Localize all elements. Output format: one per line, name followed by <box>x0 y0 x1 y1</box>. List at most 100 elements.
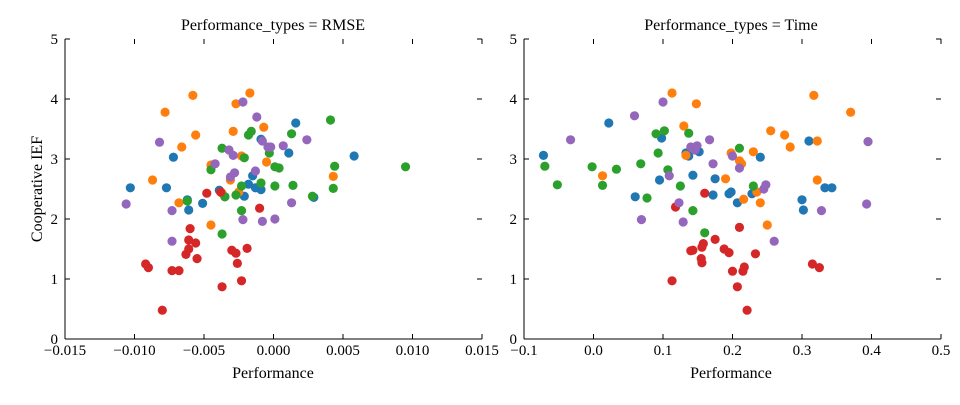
data-point <box>720 174 731 184</box>
x-tick-label: 0.2 <box>723 343 742 359</box>
subplot-title-time: Performance_types = Time <box>644 17 817 34</box>
data-point <box>809 90 819 100</box>
data-point <box>168 152 179 162</box>
x-tick-label: 0.015 <box>465 343 499 359</box>
data-point <box>739 194 749 204</box>
data-point <box>328 171 338 181</box>
data-point <box>242 243 252 253</box>
data-point <box>820 183 830 193</box>
data-point <box>597 171 608 181</box>
x-tick-label: −0.1 <box>510 343 537 359</box>
data-point <box>188 90 198 100</box>
data-point <box>710 174 720 184</box>
data-point <box>734 143 745 153</box>
data-point <box>804 136 814 146</box>
data-point <box>217 229 227 239</box>
data-point <box>667 88 677 98</box>
data-point <box>812 136 822 146</box>
data-point <box>675 181 685 191</box>
data-point <box>198 198 208 208</box>
data-point <box>780 130 790 140</box>
data-point <box>184 205 194 215</box>
data-point <box>284 148 294 158</box>
data-point <box>325 115 336 125</box>
data-point <box>232 258 242 268</box>
data-point <box>302 135 312 145</box>
x-tick-label: 0.4 <box>862 343 881 359</box>
x-tick-label: 0.005 <box>326 343 360 359</box>
y-tick-label: 1 <box>51 272 59 288</box>
series-4 <box>565 97 873 246</box>
data-point <box>726 187 736 197</box>
data-point <box>814 263 824 273</box>
data-point <box>185 224 195 234</box>
data-point <box>288 180 298 190</box>
x-tick-label: −0.005 <box>183 343 225 359</box>
data-point <box>862 199 872 209</box>
data-point <box>157 305 167 315</box>
data-point <box>629 111 640 121</box>
x-axis-label-rmse: Performance <box>232 365 314 382</box>
data-point <box>755 152 765 162</box>
x-tick-label: 0.000 <box>257 343 291 359</box>
data-point <box>266 142 276 152</box>
series-4 <box>121 97 312 246</box>
data-point <box>400 162 411 172</box>
data-point <box>704 135 715 145</box>
data-point <box>762 220 772 230</box>
data-point <box>846 107 856 117</box>
plot-area-rmse: 0 1 2 3 4 5 −0.015 −0.010 −0.005 0.000 0.005 0.010 0… <box>44 32 499 359</box>
data-point <box>192 254 202 264</box>
data-point <box>636 215 647 225</box>
data-point <box>688 170 698 180</box>
data-point <box>243 179 254 189</box>
data-point <box>231 248 241 258</box>
data-point <box>257 136 267 146</box>
data-point <box>688 206 698 216</box>
data-point <box>674 198 684 208</box>
data-point <box>231 99 241 109</box>
series-2 <box>540 126 758 238</box>
subplot-title-rmse: Performance_types = RMSE <box>181 17 365 34</box>
data-point <box>797 195 807 205</box>
data-point <box>246 126 256 136</box>
data-point <box>206 220 216 230</box>
data-point <box>259 122 269 132</box>
data-point <box>291 118 301 128</box>
x-tick-label: 0.010 <box>396 343 430 359</box>
data-point <box>700 228 710 238</box>
data-point <box>636 159 646 169</box>
data-point <box>684 128 694 138</box>
data-point <box>667 276 677 286</box>
data-point <box>538 150 549 160</box>
y-axis-label: Cooperative IEF <box>29 136 46 242</box>
data-point <box>750 249 761 259</box>
data-point <box>654 175 665 185</box>
data-point <box>239 153 249 163</box>
data-point <box>160 107 170 117</box>
data-point <box>698 239 708 249</box>
data-point <box>816 206 827 216</box>
subplot-time: Performance_types = Time Performance <box>644 17 817 382</box>
series-0 <box>538 118 837 215</box>
data-point <box>766 126 776 136</box>
data-point <box>191 130 201 140</box>
data-point <box>177 142 187 152</box>
data-point <box>184 235 194 245</box>
data-point <box>252 112 262 122</box>
data-point <box>724 248 734 258</box>
series-0 <box>125 118 359 215</box>
data-point <box>174 266 184 276</box>
data-point <box>658 97 668 107</box>
data-point <box>827 183 837 193</box>
data-point <box>700 188 710 198</box>
series-3 <box>141 187 265 315</box>
data-point <box>236 276 247 286</box>
x-tick-label: 0.0 <box>584 343 603 359</box>
x-tick-label: 0.3 <box>793 343 812 359</box>
data-point <box>659 126 669 136</box>
data-point <box>184 244 194 254</box>
data-point <box>250 166 261 176</box>
data-point <box>167 236 177 246</box>
